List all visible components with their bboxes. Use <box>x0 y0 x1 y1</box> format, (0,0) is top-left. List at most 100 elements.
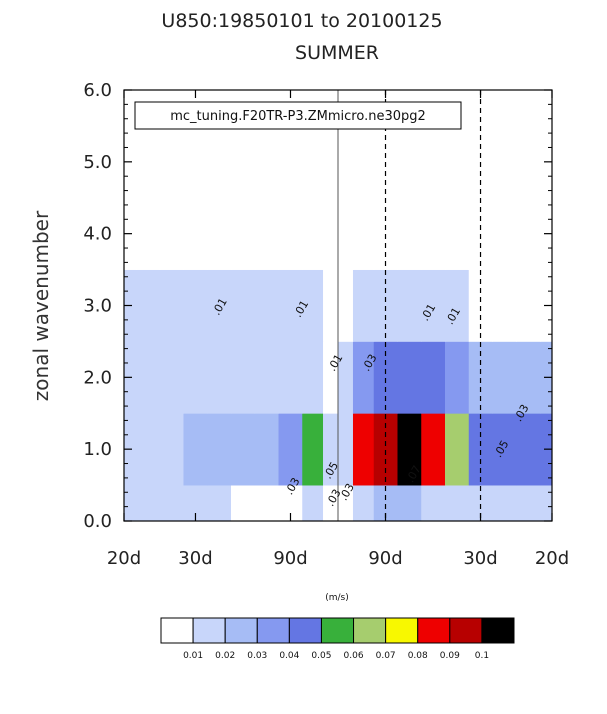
colorbar-label: 0.01 <box>183 651 203 661</box>
x-axis: 20d 30d 90d 90d 30d 20d <box>107 90 569 569</box>
heatmap-cell <box>135 413 161 486</box>
heatmap-cell <box>421 485 446 521</box>
heatmap-cell <box>207 269 232 342</box>
y-tick-label: 5.0 <box>83 152 112 173</box>
colorbar-swatch <box>288 617 322 644</box>
y-tick-label: 3.0 <box>83 296 112 317</box>
heatmap-cell <box>323 197 339 270</box>
heatmap-cell <box>207 485 232 521</box>
heatmap-cell <box>421 197 446 270</box>
heatmap-cell <box>302 485 324 521</box>
x-tick-label: 30d <box>463 548 497 569</box>
heatmap-cell <box>183 125 208 199</box>
heatmap-cell <box>492 197 517 270</box>
colorbar-swatch <box>256 617 290 644</box>
y-tick-label: 6.0 <box>83 80 112 101</box>
heatmap-cell <box>445 269 470 342</box>
heatmap-cell <box>254 485 279 521</box>
heatmap-cell <box>516 125 541 199</box>
heatmap-cell <box>254 197 279 270</box>
heatmap-cell <box>231 197 256 270</box>
heatmap-cell <box>207 413 232 486</box>
colorbar-label: 0.08 <box>408 651 428 661</box>
heatmap-cell <box>135 125 161 199</box>
heatmap-cell <box>445 413 470 486</box>
colorbar-label: 0.1 <box>475 651 489 661</box>
heatmap-cell <box>338 125 354 199</box>
heatmap-cell <box>323 413 339 486</box>
heatmap-cell <box>445 197 470 270</box>
y-axis-label: zonal wavenumber <box>29 210 53 401</box>
colorbar-label: 0.02 <box>215 651 235 661</box>
colorbar-label: 0.07 <box>376 651 396 661</box>
heatmap-cell <box>516 485 541 521</box>
colorbar-label: 0.06 <box>344 651 364 661</box>
x-tick-label: 30d <box>178 548 212 569</box>
heatmap-cell <box>445 341 470 414</box>
heatmap-cell <box>397 125 422 199</box>
plot-area: .01.01.01.03.01.03.03.05.07.05.03.03.01 … <box>83 80 569 569</box>
colorbar-swatch <box>353 617 387 644</box>
heatmap-cell <box>207 341 232 414</box>
heatmap-cell <box>421 125 446 199</box>
heatmap-cell <box>540 90 552 127</box>
heatmap-cell <box>397 413 422 486</box>
colorbar-swatch <box>192 617 226 644</box>
x-tick-label: 20d <box>107 548 141 569</box>
heatmap-cell <box>397 485 422 521</box>
y-axis: 0.0 1.0 2.0 3.0 4.0 5.0 6.0 <box>83 80 552 532</box>
heatmap-cell <box>352 125 375 199</box>
x-tick-label: 20d <box>535 548 569 569</box>
heatmap-cell <box>207 125 232 199</box>
heatmap-cell <box>159 341 184 414</box>
heatmap-cell <box>183 413 208 486</box>
colorbar-swatch <box>481 617 515 644</box>
x-tick-label: 90d <box>368 548 402 569</box>
heatmap-cell <box>302 269 324 342</box>
heatmap-cell <box>231 485 256 521</box>
heatmap-cell <box>516 413 541 486</box>
colorbar: 0.01 0.02 0.03 0.04 0.05 0.06 0.07 0.08 0.09 0.1 <box>160 617 515 661</box>
heatmap-cell <box>338 197 354 270</box>
y-tick-label: 1.0 <box>83 439 112 460</box>
heatmap-cell <box>323 269 339 342</box>
heatmap-cell <box>159 125 184 199</box>
heatmap-cell <box>207 197 232 270</box>
heatmap-cell <box>516 269 541 342</box>
heatmap-cell <box>492 341 517 414</box>
heatmap-cell <box>231 269 256 342</box>
colorbar-swatch <box>417 617 451 644</box>
units-label: (m/s) <box>325 593 349 603</box>
heatmap-cell <box>516 341 541 414</box>
heatmap-cell <box>352 485 375 521</box>
heatmap-cell <box>135 269 161 342</box>
heatmap-cell <box>302 341 324 414</box>
heatmap-cell <box>352 341 375 414</box>
heatmap-cell <box>338 341 354 414</box>
heatmap-cell <box>397 341 422 414</box>
heatmap-cell <box>159 485 184 521</box>
colorbar-label: 0.09 <box>440 651 460 661</box>
y-tick-label: 4.0 <box>83 224 112 245</box>
heatmap-cell <box>445 125 470 199</box>
colorbar-label: 0.03 <box>247 651 267 661</box>
heatmap-cell <box>302 125 324 199</box>
y-tick-label: 0.0 <box>83 511 112 532</box>
heatmap-cell <box>278 269 303 342</box>
heatmap-cell <box>352 197 375 270</box>
heatmap-cell <box>338 413 354 486</box>
heatmap-cell <box>231 125 256 199</box>
heatmap-cell <box>254 413 279 486</box>
heatmap-cell <box>421 269 446 342</box>
colorbar-swatch <box>385 617 419 644</box>
heatmap-cell <box>183 269 208 342</box>
colorbar-swatch <box>449 617 483 644</box>
heatmap-cell <box>323 125 339 199</box>
heatmap-cell <box>278 125 303 199</box>
heatmap-cell <box>159 413 184 486</box>
heatmap-cell <box>159 197 184 270</box>
heatmap-cell <box>352 269 375 342</box>
heatmap-cell <box>254 341 279 414</box>
heatmap-cell <box>516 197 541 270</box>
